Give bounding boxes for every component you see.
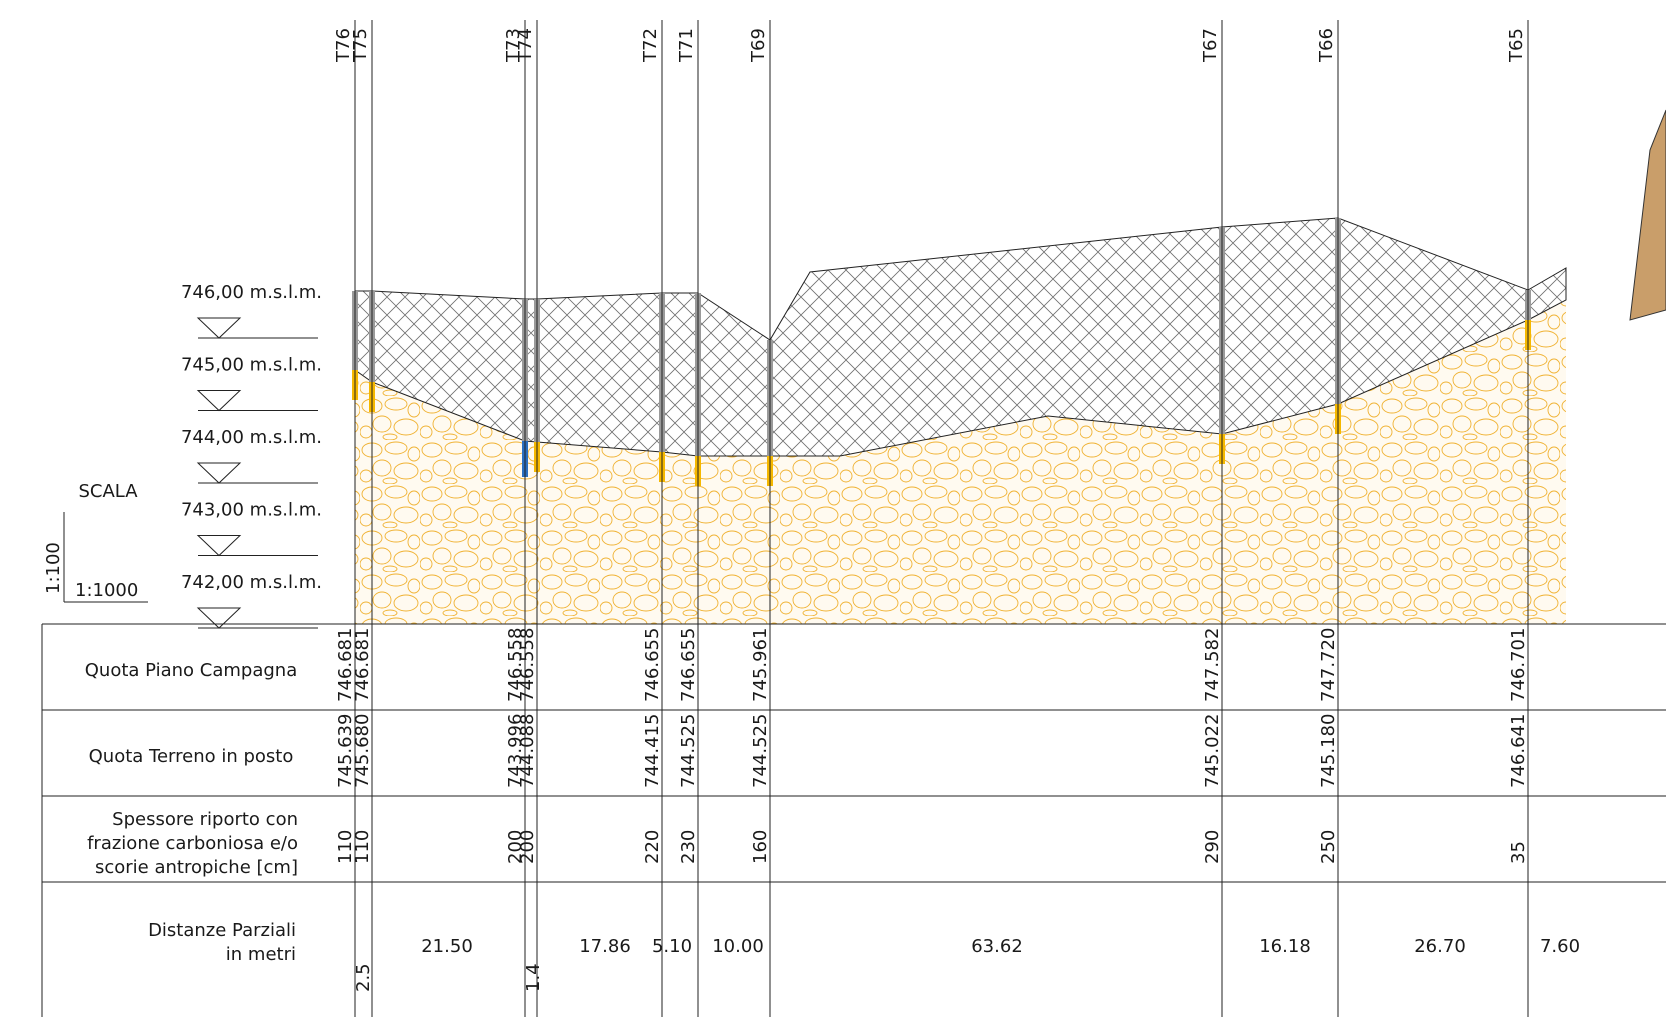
cell-quota_piano: 746.558 (517, 628, 538, 702)
fill-area (354, 217, 1567, 457)
cell-spessore: 250 (1318, 830, 1339, 864)
natural-soil-layer (355, 300, 1566, 624)
cell-spessore: 200 (517, 830, 538, 864)
borehole-vertical-lines (354, 20, 1529, 1017)
cell-spessore: 290 (1202, 830, 1223, 864)
cell-quota_piano: 747.582 (1202, 628, 1223, 702)
cut-off-borehole-right (1629, 109, 1666, 321)
fill-layer (354, 217, 1567, 457)
cell-spessore: 110 (335, 830, 356, 864)
cell-spessore: 200 (505, 830, 526, 864)
level-triangle (196, 462, 242, 484)
borehole-id: T71 (676, 28, 697, 63)
scale-indicator: SCALA 1:100 1:1000 (43, 481, 148, 603)
cell-quota_piano: 745.961 (750, 628, 771, 702)
table-cells: 746.681 745.639 110 746.681 745.680 110 746.55… (335, 628, 1529, 864)
cell-quota_terreno: 744.088 (517, 714, 538, 788)
elevation-label: 746,00 m.s.l.m. (181, 282, 322, 303)
row-label-quota-terreno: Quota Terreno in posto (89, 746, 294, 767)
cell-quota_terreno: 744.415 (642, 714, 663, 788)
elevation-label: 743,00 m.s.l.m. (181, 500, 322, 521)
partial-distance: 5.10 (652, 936, 692, 957)
cell-quota_terreno: 746.641 (1508, 714, 1529, 788)
cell-quota_piano: 746.681 (335, 628, 356, 702)
cell-quota_terreno: 744.525 (678, 714, 699, 788)
cell-spessore: 220 (642, 830, 663, 864)
level-triangle (196, 535, 242, 557)
partial-distance: 1.4 (523, 963, 544, 992)
level-triangle (196, 607, 242, 629)
cell-quota_terreno: 745.022 (1202, 714, 1223, 788)
level-triangle (196, 390, 242, 412)
elevation-label: 744,00 m.s.l.m. (181, 427, 322, 448)
partial-distance: 2.5 (353, 963, 374, 992)
borehole-id: T66 (1316, 28, 1337, 63)
row-label-distanze-1: Distanze Parziali (148, 920, 296, 941)
cell-spessore: 110 (352, 830, 373, 864)
cell-quota_terreno: 745.639 (335, 714, 356, 788)
scale-horizontal: 1:1000 (75, 580, 138, 601)
partial-distance: 10.00 (712, 936, 764, 957)
cell-quota_piano: 747.720 (1318, 628, 1339, 702)
natural-soil-area (355, 300, 1566, 624)
data-table: Quota Piano Campagna Quota Terreno in po… (41, 623, 1666, 1017)
row-label-spessore-3: scorie antropiche [cm] (95, 857, 298, 878)
cell-quota_terreno: 744.525 (750, 714, 771, 788)
borehole-id: T65 (1506, 28, 1527, 63)
row-label-spessore-1: Spessore riporto con (112, 809, 298, 830)
partial-distance: 17.86 (579, 936, 631, 957)
borehole-id: T75 (350, 28, 371, 63)
partial-distance: 63.62 (971, 936, 1023, 957)
cell-quota_piano: 746.655 (678, 628, 699, 702)
partial-distance: 26.70 (1414, 936, 1466, 957)
borehole-id: T73 (503, 28, 524, 63)
cell-quota_terreno: 743.996 (505, 714, 526, 788)
borehole-id: T74 (515, 28, 536, 63)
level-triangle (196, 317, 242, 339)
partial-distance: 21.50 (421, 936, 473, 957)
borehole-id: T72 (640, 28, 661, 63)
cell-spessore: 35 (1508, 841, 1529, 864)
cell-quota_piano: 746.701 (1508, 628, 1529, 702)
cell-quota_terreno: 745.680 (352, 714, 373, 788)
distance-cells: 2.5 21.50 1.4 17.86 5.10 10.00 63.62 16.18 26.70… (353, 936, 1580, 992)
cell-quota_piano: 746.681 (352, 628, 373, 702)
borehole-id: T69 (748, 28, 769, 63)
cell-quota_piano: 746.655 (642, 628, 663, 702)
row-label-distanze-2: in metri (226, 944, 296, 965)
partial-distance: 7.60 (1540, 936, 1580, 957)
cell-quota_piano: 746.558 (505, 628, 526, 702)
borehole-id: T76 (333, 28, 354, 63)
row-label-spessore-2: frazione carboniosa e/o (87, 833, 298, 854)
cell-quota_terreno: 745.180 (1318, 714, 1339, 788)
cell-spessore: 160 (750, 830, 771, 864)
borehole-id: T67 (1200, 28, 1221, 63)
row-label-quota-piano: Quota Piano Campagna (85, 660, 297, 681)
elevation-scale: 746,00 m.s.l.m. 745,00 m.s.l.m. 744,00 m.s… (181, 282, 322, 629)
scale-title: SCALA (78, 481, 138, 502)
cell-spessore: 230 (678, 830, 699, 864)
partial-distance: 16.18 (1259, 936, 1311, 957)
scale-vertical: 1:100 (43, 542, 64, 594)
elevation-label: 742,00 m.s.l.m. (181, 572, 322, 593)
elevation-label: 745,00 m.s.l.m. (181, 355, 322, 376)
